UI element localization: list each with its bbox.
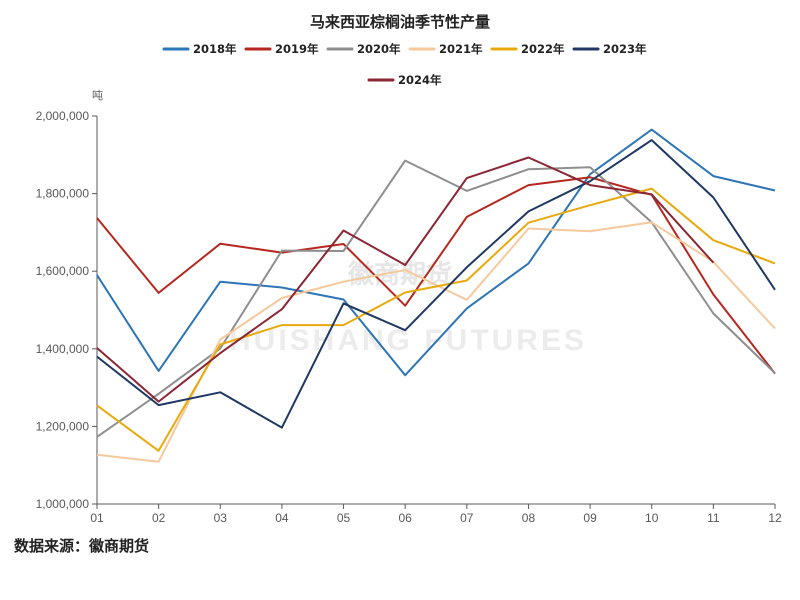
series-line-2021年 <box>96 221 776 463</box>
watermark-en: HUISHANG FUTURES <box>229 324 587 357</box>
y-tick-label: 1,600,000 <box>36 264 90 278</box>
legend-label: 2021年 <box>439 42 483 56</box>
x-tick-label: 06 <box>399 511 413 525</box>
y-tick-label: 1,000,000 <box>36 497 90 511</box>
y-tick-label: 2,000,000 <box>36 109 90 123</box>
x-tick-label: 10 <box>645 511 659 525</box>
legend-label: 2018年 <box>193 42 237 56</box>
x-tick-label: 02 <box>152 511 166 525</box>
series-line-2019年 <box>96 176 776 375</box>
chart-title: 马来西亚棕榈油季节性产量 <box>310 13 490 31</box>
legend-item: 2023年 <box>572 42 647 56</box>
legend-item: 2021年 <box>408 42 483 56</box>
x-tick-label: 12 <box>768 511 782 525</box>
x-tick-label: 03 <box>214 511 228 525</box>
legend-label: 2019年 <box>275 42 319 56</box>
series-line-2020年 <box>96 159 776 438</box>
x-tick-label: 01 <box>90 511 104 525</box>
y-tick-label: 1,200,000 <box>36 419 90 433</box>
legend-label: 2023年 <box>603 42 647 56</box>
y-tick-label: 1,400,000 <box>36 342 90 356</box>
series-lines <box>96 128 776 463</box>
axes: 1,000,000 1,200,000 1,400,000 1,600,000 1,80… <box>36 109 782 525</box>
legend-item: 2022年 <box>490 42 565 56</box>
legend-item: 2018年 <box>162 42 237 56</box>
series-line-2024年 <box>96 156 715 403</box>
legend: 2018年 2019年 2020年 2021年 2022年 2023年 2024年 <box>162 42 647 87</box>
legend-item: 2019年 <box>244 42 319 56</box>
y-axis-unit: 吨 <box>92 89 103 102</box>
x-tick-label: 04 <box>275 511 289 525</box>
x-tick-label: 08 <box>522 511 536 525</box>
x-tick-label: 09 <box>583 511 597 525</box>
x-tick-label: 11 <box>707 511 720 525</box>
y-tick-label: 1,800,000 <box>36 187 90 201</box>
x-tick-label: 05 <box>337 511 351 525</box>
legend-label: 2022年 <box>521 42 565 56</box>
data-source: 数据来源：徽商期货 <box>14 537 150 555</box>
series-line-2023年 <box>96 139 776 429</box>
legend-item: 2020年 <box>326 42 401 56</box>
x-tick-label: 07 <box>460 511 474 525</box>
legend-item: 2024年 <box>367 73 442 87</box>
legend-label: 2020年 <box>357 42 401 56</box>
legend-label: 2024年 <box>398 73 442 87</box>
series-line-2018年 <box>96 128 776 377</box>
